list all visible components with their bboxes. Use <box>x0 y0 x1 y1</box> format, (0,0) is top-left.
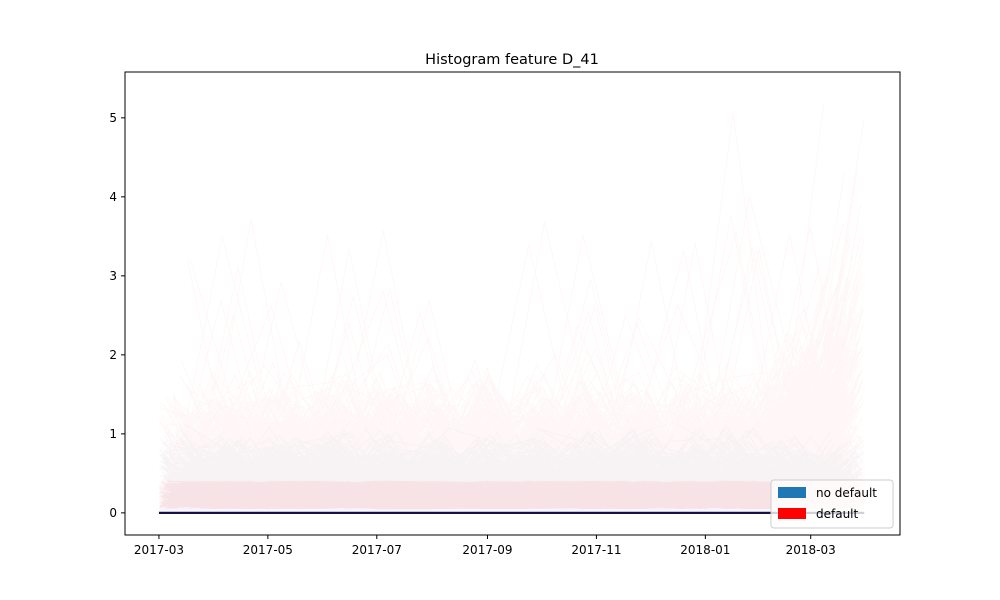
plot-frame <box>124 71 901 536</box>
y-tick-label: 4 <box>109 190 117 204</box>
legend-swatch-no-default <box>778 487 806 498</box>
series-default-lines <box>158 480 865 510</box>
x-tick-label: 2018-01 <box>680 543 730 557</box>
legend-swatch-default <box>778 508 806 519</box>
x-axis: 2017-03 2017-05 2017-07 2017-09 2017-11 2018-… <box>134 535 836 557</box>
chart-title: Histogram feature D_41 <box>425 52 599 68</box>
legend-label-default: default <box>816 507 859 521</box>
x-tick-label: 2017-09 <box>462 543 512 557</box>
x-tick-label: 2017-05 <box>243 543 293 557</box>
x-tick-label: 2017-03 <box>134 543 184 557</box>
legend-label-no-default: no default <box>816 486 877 500</box>
x-tick-label: 2017-11 <box>571 543 621 557</box>
series-lines <box>158 480 865 510</box>
legend: no default default <box>770 479 894 529</box>
y-tick-label: 1 <box>109 427 117 441</box>
y-tick-label: 3 <box>109 269 117 283</box>
x-tick-label: 2018-03 <box>786 543 836 557</box>
y-tick-label: 0 <box>109 506 117 520</box>
y-tick-label: 2 <box>109 348 117 362</box>
y-axis: 0 1 2 3 4 5 <box>109 111 125 520</box>
y-tick-label: 5 <box>109 111 117 125</box>
x-tick-label: 2017-07 <box>352 543 402 557</box>
series-path <box>158 480 865 510</box>
